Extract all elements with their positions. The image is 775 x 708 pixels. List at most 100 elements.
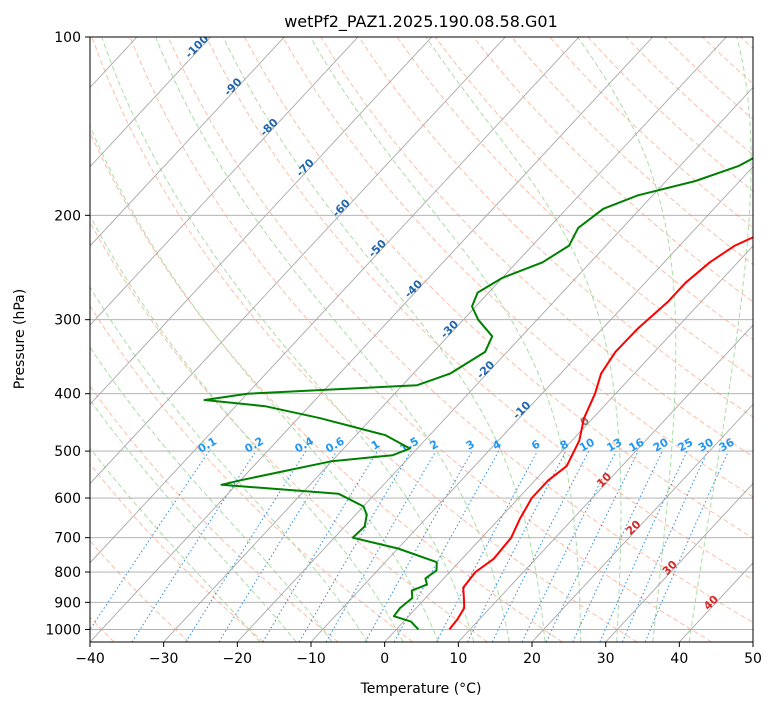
dry-adiabat-line [90,463,264,642]
dewpoint-profile-line [203,157,753,631]
isotherm-label: -70 [294,156,317,179]
dry-adiabat-line [511,37,753,266]
pressure-gridlines [90,37,753,630]
isotherm-label: -40 [402,277,425,300]
mixing-ratio-line [644,450,729,642]
isotherm-line [752,641,753,642]
dry-adiabat-line [473,37,753,303]
dry-adiabat-line [740,37,753,50]
moist-adiabat-line [155,37,510,642]
x-tick-label: 50 [744,651,762,667]
mixing-ratio-line [185,450,307,642]
moist-adiabat-line [425,37,622,642]
y-axis-label: Pressure (hPa) [12,289,28,389]
temperature-profile-line [448,236,753,631]
moist-adiabat-line [577,37,677,642]
moist-adiabat-line [90,214,404,642]
isotherm-line [90,37,432,406]
y-tick-label: 800 [54,565,81,581]
isotherm-line [90,37,285,247]
mixing-ratio-line [491,450,590,642]
mixing-ratio-line [364,450,473,642]
x-tick-label: 30 [597,651,615,667]
isotherm-line [90,37,359,326]
dry-adiabat-line [90,385,339,642]
isotherm-line [679,562,753,642]
isotherm-line [531,403,753,642]
isotherm-line [310,166,753,642]
mixing-ratio-line [90,450,210,631]
dry-adiabat-line [244,37,753,539]
x-tick-label: 40 [670,651,688,667]
dry-adiabat-line [396,37,753,379]
mixing-ratio-label: 16 [627,435,647,454]
mixing-ratio-label: 0.4 [292,434,316,455]
isotherm-label: 30 [660,558,680,578]
isotherm-label: -30 [438,318,461,341]
y-tick-label: 200 [54,208,81,224]
isotherm-line [90,37,506,485]
isotherm-line [90,37,211,168]
isotherm-label: -20 [474,358,497,381]
mixing-ratio-label: 1 [369,438,382,453]
isotherm-line [384,245,753,642]
moist-adiabat-line [222,37,546,642]
isotherms [0,37,753,642]
moist-adiabat-line [90,447,261,642]
y-tick-label: 100 [54,30,81,46]
isotherm-label: 40 [701,592,721,612]
mixing-ratio-line [393,450,500,642]
mixing-ratio-line [218,450,338,642]
dry-adiabat-line [90,221,488,642]
isotherm-label: -60 [330,196,353,219]
isotherm-label: 20 [623,518,643,538]
mixing-ratio-label: 25 [676,436,696,455]
x-tick-label: −10 [296,651,326,667]
mixing-ratio-label: 6 [529,437,542,452]
mixing-ratio-line [545,450,639,642]
mixing-ratio-label: 2 [428,438,441,453]
isotherm-line [90,37,580,564]
dry-adiabat-line [167,37,753,624]
chart-title: wetPf2_PAZ1.2025.190.08.58.G01 [284,12,558,32]
isotherm-line [163,37,727,642]
mixing-ratio-line [131,450,257,642]
mixing-ratio-label: 8 [558,438,571,453]
plot-area: -100-90-80-70-60-50-40-30-20-10 010203040… [0,32,753,642]
dry-adiabat-line [91,37,638,642]
mixing-ratio-label: 0.1 [196,435,219,456]
mixing-ratio-labels: 0.1 0.2 0.4 0.6 1 1.5 2 3 4 6 8 10 13 16 20 25 30 36 [196,434,737,455]
x-tick-label: −30 [149,651,179,667]
y-tick-label: 400 [54,387,81,403]
dry-adiabat-line [90,131,563,642]
x-tick-label: −20 [223,651,253,667]
dry-adiabat-line [358,37,753,418]
moist-adiabat-line [90,125,439,642]
moist-adiabat-line [688,37,752,642]
dry-adiabat-line [434,37,753,341]
mixing-ratio-line [262,450,378,642]
moist-adiabat-line [90,286,369,642]
isotherm-label: -50 [366,237,389,260]
isotherm-label: -90 [221,75,244,98]
x-tick-label: −40 [75,651,105,667]
mixing-ratio-label: 30 [696,435,716,454]
mixing-ratio-line [298,450,412,642]
x-tick-label: 0 [380,651,389,667]
x-axis-ticks: −40 −30 −20 −10 0 10 20 30 40 50 [75,642,762,667]
isotherm-line [237,86,753,642]
dry-adiabat-line [282,37,753,498]
moist-adiabat-line [90,346,333,642]
moist-adiabat-line [101,37,475,642]
isotherm-label: -10 [510,398,533,421]
mixing-ratio-line [521,450,617,642]
isotherm-line [0,37,63,642]
isotherm-label: -80 [257,116,280,139]
y-tick-label: 600 [54,491,81,507]
isotherm-label: -100 [183,32,212,61]
y-tick-label: 300 [54,313,81,329]
mixing-ratio-label: 0.6 [323,434,347,455]
mixing-ratio-line [435,450,538,642]
dry-adiabat-line [129,37,712,642]
